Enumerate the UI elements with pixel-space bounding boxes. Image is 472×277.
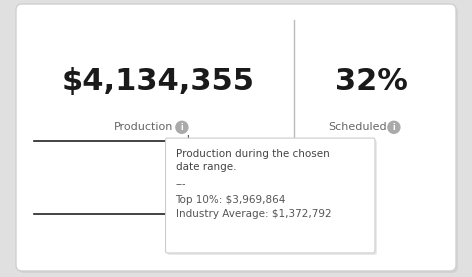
Text: i: i — [393, 123, 395, 132]
Circle shape — [388, 121, 400, 133]
FancyBboxPatch shape — [18, 6, 458, 273]
Text: Industry Average: $1,372,792: Industry Average: $1,372,792 — [176, 209, 331, 219]
Circle shape — [176, 121, 188, 133]
Text: 17': 17' — [302, 224, 337, 244]
FancyBboxPatch shape — [168, 140, 377, 255]
Text: Production during the chosen: Production during the chosen — [176, 149, 329, 159]
Text: 32%: 32% — [336, 67, 408, 96]
Text: gital: gital — [302, 167, 329, 180]
Text: Top 10%: $3,969,864: Top 10%: $3,969,864 — [176, 195, 286, 205]
Text: Production: Production — [114, 122, 174, 132]
FancyBboxPatch shape — [166, 138, 375, 253]
Text: ---: --- — [176, 179, 186, 189]
Text: i: i — [181, 123, 183, 132]
Text: date range.: date range. — [176, 162, 236, 172]
FancyBboxPatch shape — [16, 4, 456, 271]
Text: $4,134,355: $4,134,355 — [61, 67, 254, 96]
Text: Scheduled: Scheduled — [329, 122, 387, 132]
Text: ↑: ↑ — [179, 131, 189, 141]
